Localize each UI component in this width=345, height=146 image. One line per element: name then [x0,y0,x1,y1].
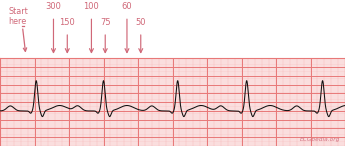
Text: Start
here: Start here [9,7,28,26]
Text: 75: 75 [100,18,110,27]
Text: 100: 100 [83,2,99,11]
Text: 300: 300 [46,2,61,11]
Text: 60: 60 [122,2,132,11]
Text: 150: 150 [59,18,75,27]
Text: 50: 50 [136,18,146,27]
Text: ECGpedia.org: ECGpedia.org [299,138,340,142]
